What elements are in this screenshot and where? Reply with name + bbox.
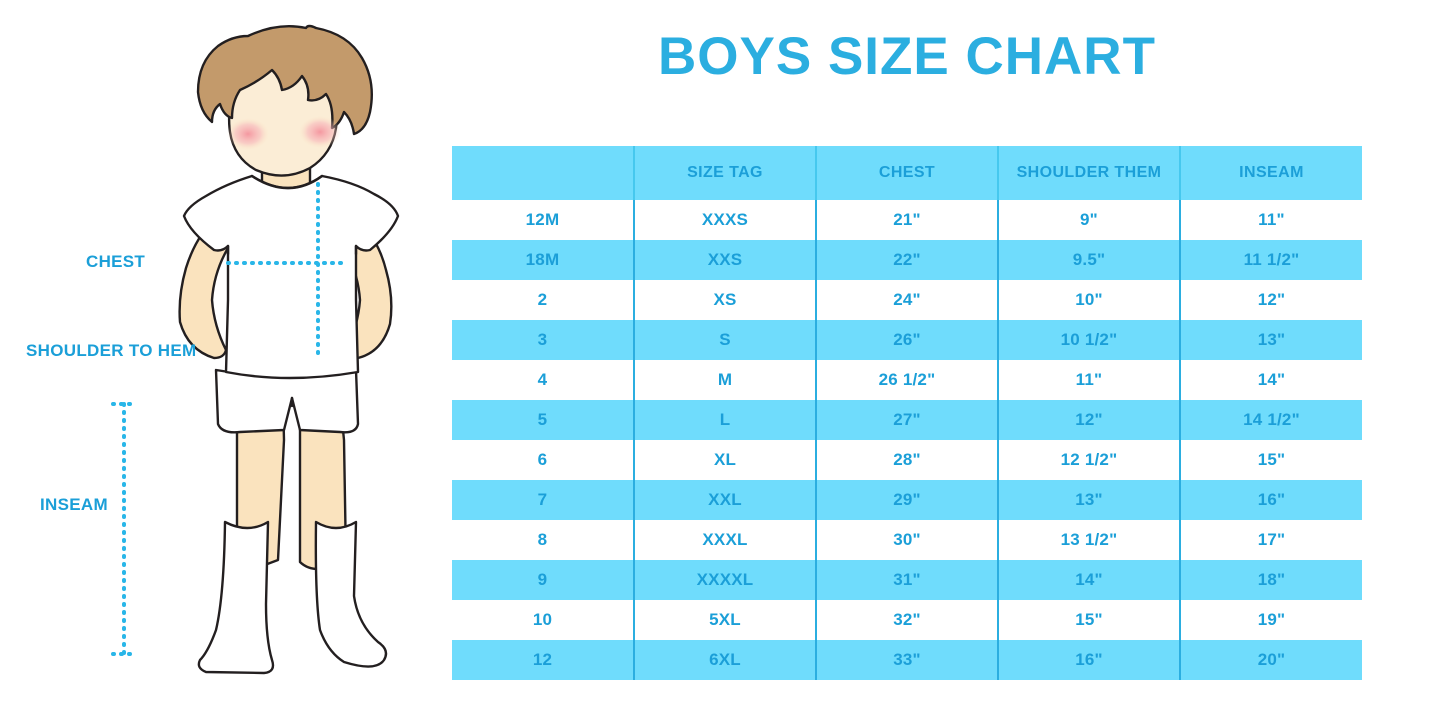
cell-chest: 32" xyxy=(816,600,999,640)
shorts-shape xyxy=(214,368,360,434)
cell-shoulder-them: 10" xyxy=(998,280,1181,320)
cell-size: 10 xyxy=(452,600,635,640)
cell-size: 6 xyxy=(452,440,635,480)
table-header-row: SIZE TAG CHEST SHOULDER THEM INSEAM xyxy=(452,146,1362,200)
cell-shoulder-them: 14" xyxy=(998,560,1181,600)
table-row: 18M XXS 22" 9.5" 11 1/2" xyxy=(452,240,1362,280)
cell-size-tag: XXXS xyxy=(634,200,817,240)
boots-shape xyxy=(197,520,388,675)
cell-size-tag: 5XL xyxy=(634,600,817,640)
cell-inseam: 18" xyxy=(1180,560,1362,600)
cell-size-tag: XL xyxy=(634,440,817,480)
cell-inseam: 14" xyxy=(1180,360,1362,400)
cell-size-tag: 6XL xyxy=(634,640,817,680)
table-row: 8 XXXL 30" 13 1/2" 17" xyxy=(452,520,1362,560)
cell-size: 12M xyxy=(452,200,635,240)
hair-shape xyxy=(196,24,373,136)
cell-chest: 28" xyxy=(816,440,999,480)
cell-inseam: 15" xyxy=(1180,440,1362,480)
cell-chest: 22" xyxy=(816,240,999,280)
cell-shoulder-them: 12 1/2" xyxy=(998,440,1181,480)
cell-size-tag: XXXXL xyxy=(634,560,817,600)
cell-inseam: 14 1/2" xyxy=(1180,400,1362,440)
cell-chest: 26" xyxy=(816,320,999,360)
cell-size: 5 xyxy=(452,400,635,440)
cell-size-tag: XS xyxy=(634,280,817,320)
cell-shoulder-them: 12" xyxy=(998,400,1181,440)
cell-chest: 30" xyxy=(816,520,999,560)
cell-shoulder-them: 16" xyxy=(998,640,1181,680)
column-header-size xyxy=(452,146,635,200)
table-row: 6 XL 28" 12 1/2" 15" xyxy=(452,440,1362,480)
cell-chest: 24" xyxy=(816,280,999,320)
table-row: 12 6XL 33" 16" 20" xyxy=(452,640,1362,680)
cell-size: 18M xyxy=(452,240,635,280)
column-header-inseam: INSEAM xyxy=(1180,146,1362,200)
cell-chest: 29" xyxy=(816,480,999,520)
cell-size: 7 xyxy=(452,480,635,520)
cell-inseam: 16" xyxy=(1180,480,1362,520)
boy-figure-illustration xyxy=(111,24,400,675)
cell-chest: 26 1/2" xyxy=(816,360,999,400)
table-row: 9 XXXXL 31" 14" 18" xyxy=(452,560,1362,600)
cell-inseam: 20" xyxy=(1180,640,1362,680)
cell-shoulder-them: 9.5" xyxy=(998,240,1181,280)
cell-inseam: 17" xyxy=(1180,520,1362,560)
column-header-size-tag: SIZE TAG xyxy=(634,146,817,200)
table-row: 7 XXL 29" 13" 16" xyxy=(452,480,1362,520)
cell-size-tag: XXL xyxy=(634,480,817,520)
tshirt-shape xyxy=(182,174,400,380)
cell-chest: 31" xyxy=(816,560,999,600)
column-header-shoulder-them: SHOULDER THEM xyxy=(998,146,1181,200)
cell-size: 8 xyxy=(452,520,635,560)
size-chart-table: SIZE TAG CHEST SHOULDER THEM INSEAM 12M X… xyxy=(452,146,1362,680)
cheek-left-shape xyxy=(227,118,269,150)
table-row: 10 5XL 32" 15" 19" xyxy=(452,600,1362,640)
cell-shoulder-them: 9" xyxy=(998,200,1181,240)
cell-size: 3 xyxy=(452,320,635,360)
chart-panel: BOYS SIZE CHART SIZE TAG CHEST SHOULDER … xyxy=(452,0,1445,723)
cell-inseam: 13" xyxy=(1180,320,1362,360)
cell-shoulder-them: 13" xyxy=(998,480,1181,520)
cell-size: 12 xyxy=(452,640,635,680)
cell-size-tag: S xyxy=(634,320,817,360)
cell-shoulder-them: 13 1/2" xyxy=(998,520,1181,560)
cell-size-tag: L xyxy=(634,400,817,440)
cell-size-tag: XXXL xyxy=(634,520,817,560)
cheek-right-shape xyxy=(299,116,341,148)
cell-size-tag: XXS xyxy=(634,240,817,280)
cell-chest: 27" xyxy=(816,400,999,440)
table-row: 2 XS 24" 10" 12" xyxy=(452,280,1362,320)
inseam-measure-label: INSEAM xyxy=(40,495,108,514)
cell-inseam: 11 1/2" xyxy=(1180,240,1362,280)
table-row: 3 S 26" 10 1/2" 13" xyxy=(452,320,1362,360)
cell-shoulder-them: 11" xyxy=(998,360,1181,400)
page-title: BOYS SIZE CHART xyxy=(658,27,1156,86)
table-row: 12M XXXS 21" 9" 11" xyxy=(452,200,1362,240)
cell-size: 2 xyxy=(452,280,635,320)
cell-inseam: 12" xyxy=(1180,280,1362,320)
cell-size: 9 xyxy=(452,560,635,600)
illustration-panel: CHEST SHOULDER TO HEM INSEAM xyxy=(0,0,450,723)
cell-shoulder-them: 15" xyxy=(998,600,1181,640)
cell-chest: 21" xyxy=(816,200,999,240)
cell-inseam: 19" xyxy=(1180,600,1362,640)
table-row: 4 M 26 1/2" 11" 14" xyxy=(452,360,1362,400)
cell-inseam: 11" xyxy=(1180,200,1362,240)
chest-measure-label: CHEST xyxy=(86,252,146,271)
cell-size-tag: M xyxy=(634,360,817,400)
cell-shoulder-them: 10 1/2" xyxy=(998,320,1181,360)
column-header-chest: CHEST xyxy=(816,146,999,200)
table-row: 5 L 27" 12" 14 1/2" xyxy=(452,400,1362,440)
cell-size: 4 xyxy=(452,360,635,400)
cell-chest: 33" xyxy=(816,640,999,680)
shoulder-to-hem-measure-label: SHOULDER TO HEM xyxy=(26,341,197,360)
